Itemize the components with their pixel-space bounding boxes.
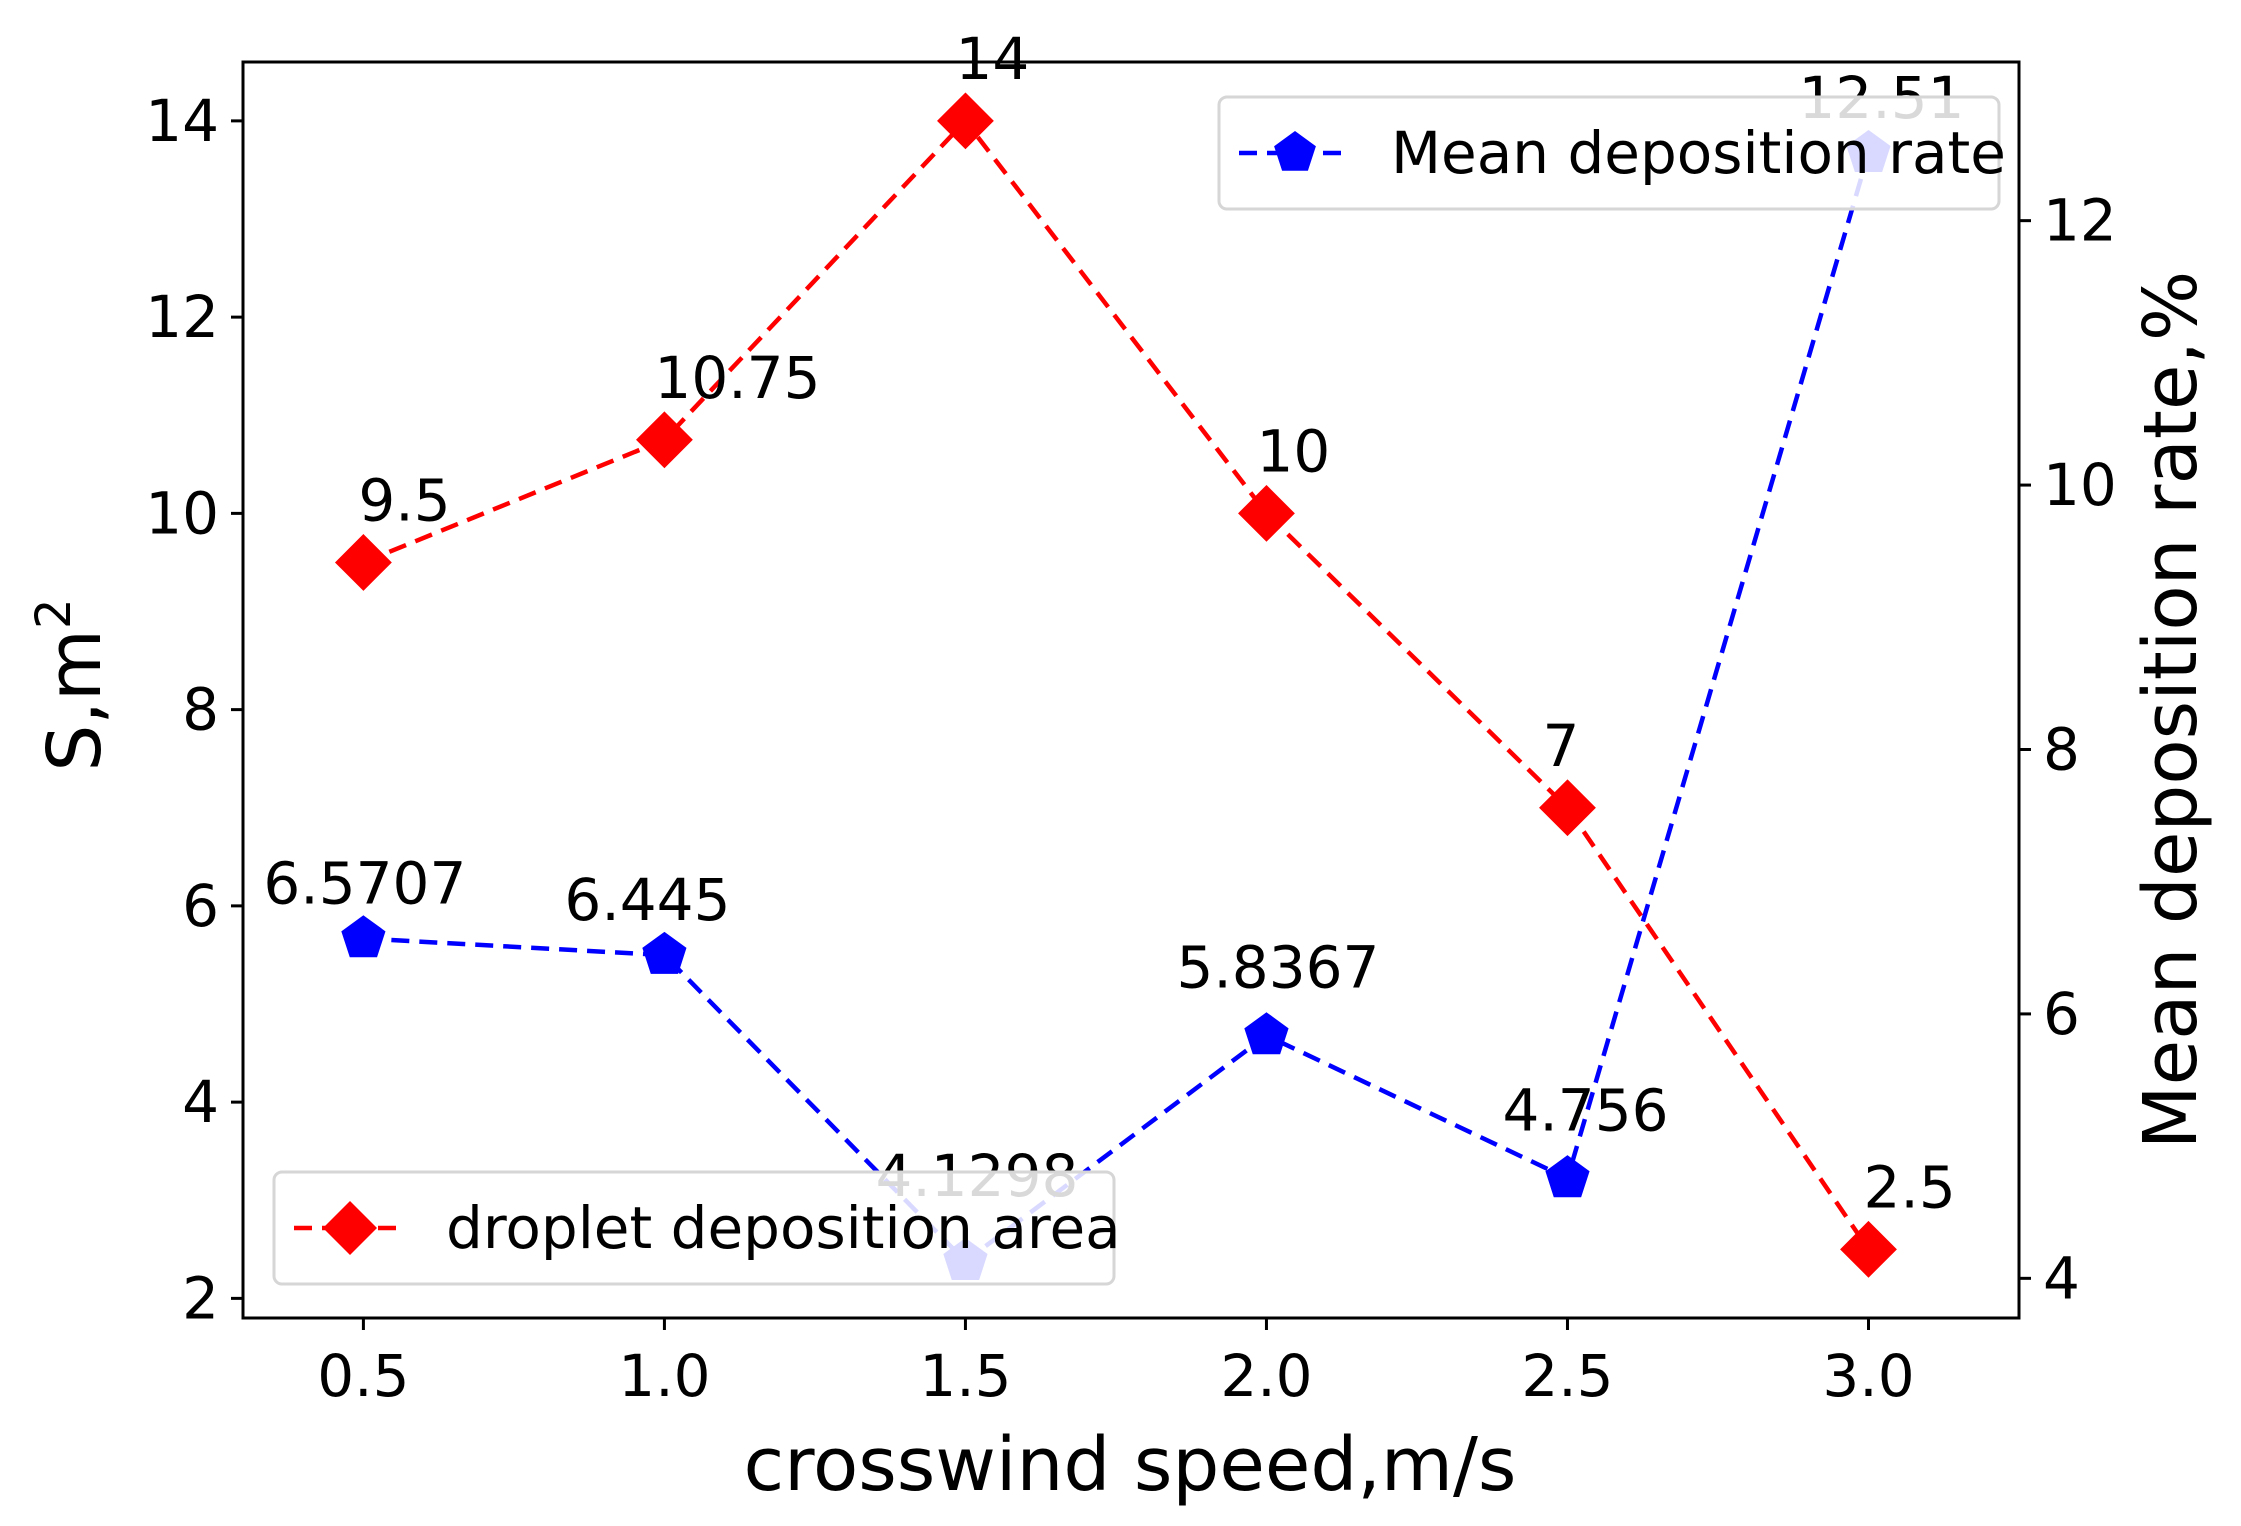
data-label-deposition-rate: 4.756	[1502, 1076, 1668, 1144]
marker-droplet-area	[1238, 484, 1295, 542]
y-left-tick-label: 10	[145, 479, 219, 547]
data-label-droplet-area: 10.75	[654, 344, 820, 412]
data-label-deposition-rate: 6.5707	[263, 849, 466, 917]
data-label-deposition-rate: 5.8367	[1176, 934, 1379, 1002]
y-left-tick-label: 8	[182, 676, 219, 744]
y-axis-label-left: S,m2	[26, 598, 118, 771]
marker-deposition-rate	[1545, 1155, 1590, 1198]
y-right-tick-label: 12	[2043, 187, 2117, 255]
data-label-deposition-rate: 6.445	[564, 866, 730, 934]
series-lines-group	[362, 117, 1871, 1265]
legend-label-droplet-area: droplet deposition area	[446, 1194, 1121, 1262]
legend-box-droplet-area	[272, 1170, 1116, 1286]
marker-droplet-area	[1840, 1220, 1897, 1278]
y-right-tick-label: 8	[2043, 715, 2080, 783]
data-label-droplet-area: 10	[1256, 417, 1330, 485]
data-label-droplet-area: 14	[955, 25, 1029, 93]
legend-marker-deposition-rate	[1274, 131, 1316, 171]
y-left-tick-label: 6	[182, 872, 219, 940]
x-tick-label: 2.0	[1220, 1342, 1312, 1410]
y-right-tick-label: 4	[2043, 1244, 2080, 1312]
axes-group	[241, 60, 2021, 1320]
y-left-tick-label: 4	[182, 1068, 219, 1136]
y-right-tick-label: 10	[2043, 451, 2117, 519]
marker-deposition-rate	[1244, 1012, 1289, 1055]
marker-deposition-rate	[341, 915, 386, 958]
x-tick-label: 1.0	[618, 1342, 710, 1410]
legend-marker-droplet-area	[323, 1201, 377, 1255]
y-left-tick-label: 2	[182, 1264, 219, 1332]
x-tick-label: 3.0	[1822, 1342, 1914, 1410]
marker-droplet-area	[334, 534, 392, 591]
x-tick-label: 1.5	[919, 1342, 1011, 1410]
series-line-droplet-area	[362, 117, 1871, 1251]
data-label-droplet-area: 7	[1542, 712, 1579, 780]
x-axis-label: crosswind speed,m/s	[744, 1422, 1517, 1508]
marker-deposition-rate	[642, 931, 687, 974]
y-axis-label-right: Mean deposition rate,%	[2128, 271, 2214, 1149]
x-tick-label: 2.5	[1521, 1342, 1613, 1410]
y-left-tick-label: 12	[145, 283, 219, 351]
data-label-droplet-area: 9.5	[358, 466, 450, 534]
y-right-tick-label: 6	[2043, 980, 2080, 1048]
legends-group: Mean deposition rate droplet deposition a…	[272, 95, 2006, 1286]
y-axis-label-left-base: S,m	[32, 629, 118, 772]
marker-droplet-area	[937, 92, 994, 150]
y-left-tick-label: 14	[145, 87, 219, 155]
x-tick-label: 0.5	[317, 1342, 409, 1410]
ticks-group: 0.5 1.0 1.5 2.0 2.5 3.0 2 4 6 8 10 12 14 4 6 8 10 12	[145, 87, 2117, 1410]
marker-droplet-area	[1539, 779, 1596, 837]
marker-droplet-area	[636, 411, 693, 469]
legend-box-deposition-rate	[1217, 95, 2001, 211]
data-label-droplet-area: 2.5	[1863, 1153, 1955, 1221]
y-axis-label-left-sup: 2	[26, 598, 82, 629]
legend-label-deposition-rate: Mean deposition rate	[1391, 119, 2006, 187]
plot-frame	[241, 60, 2021, 1320]
